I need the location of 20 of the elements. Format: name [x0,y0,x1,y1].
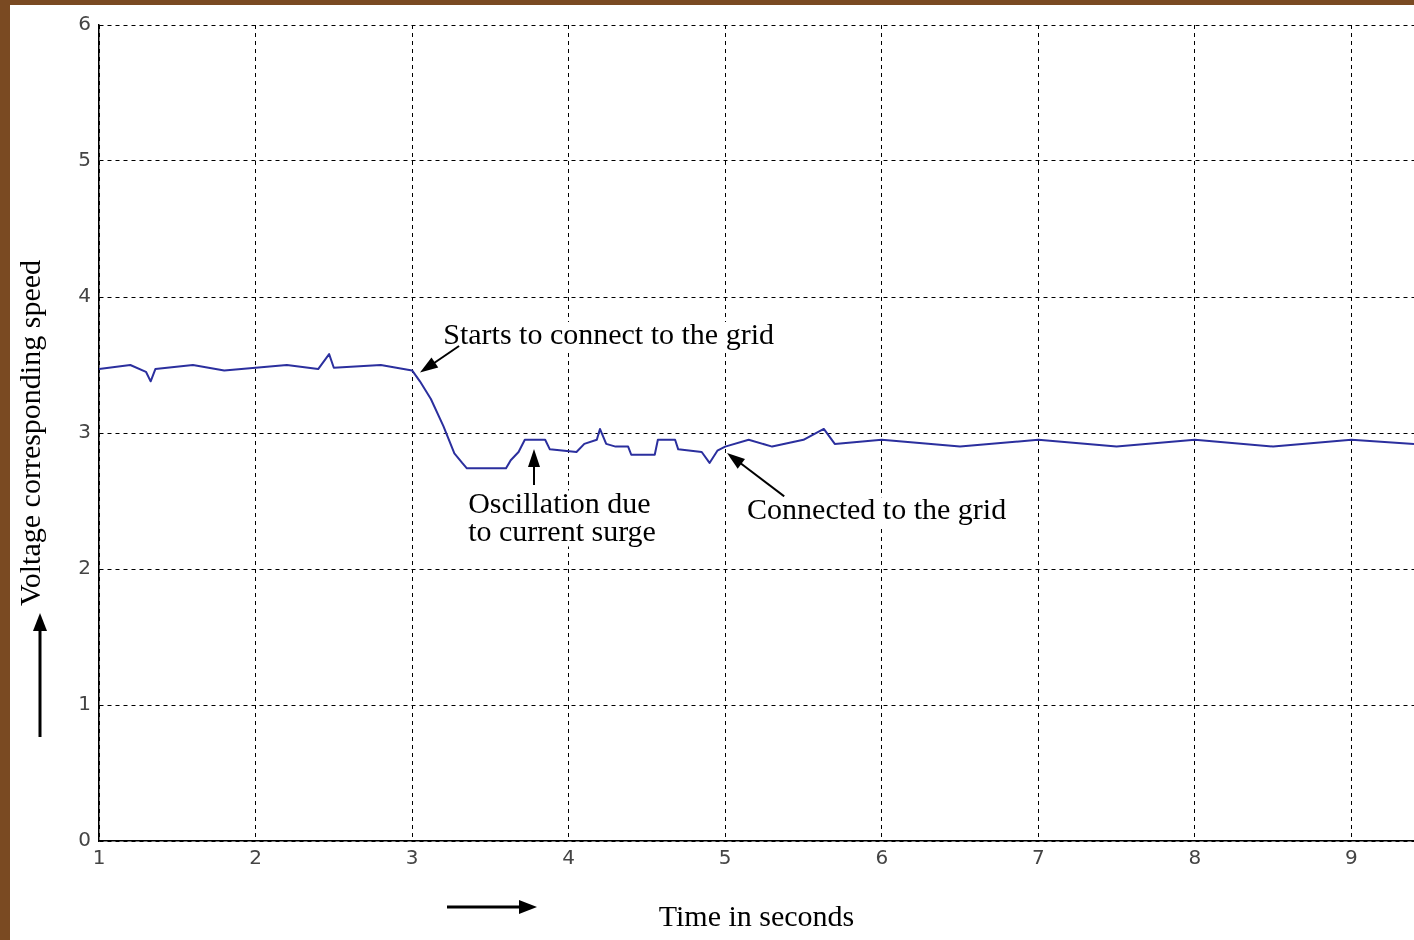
y-tick-label: 2 [78,555,91,580]
x-tick-label: 2 [249,845,262,870]
x-tick-label: 9 [1345,845,1358,870]
x-tick-label: 6 [875,845,889,870]
y-tick-label: 0 [78,827,91,852]
x-tick-label: 3 [405,845,419,870]
x-tick-label: 8 [1188,845,1202,870]
y-tick-label: 3 [78,419,91,444]
y-tick-label: 4 [78,283,91,308]
annotation: Starts to connect to the grid [443,316,774,350]
y-tick-label: 1 [78,691,91,716]
x-tick-label: 5 [718,845,732,870]
x-tick-label: 7 [1031,845,1045,870]
y-axis-title: Voltage corresponding speed [12,259,46,607]
y-tick-label: 5 [78,147,91,172]
annotation: Oscillation due to current surge [468,485,656,547]
annotation: Connected to the grid [747,492,1007,526]
x-tick-label: 4 [562,845,576,870]
x-axis-title: Time in seconds [658,898,855,932]
y-tick-label: 6 [78,11,91,36]
